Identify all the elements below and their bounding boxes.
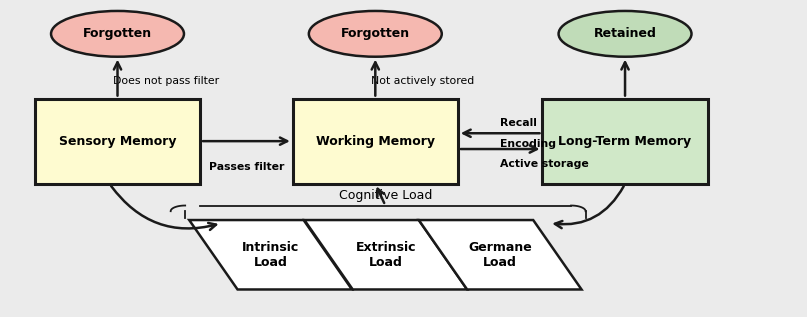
Text: Germane
Load: Germane Load <box>468 241 532 269</box>
FancyBboxPatch shape <box>35 99 200 184</box>
Text: Recall: Recall <box>500 118 537 128</box>
Ellipse shape <box>51 11 184 57</box>
Text: Cognitive Load: Cognitive Load <box>339 189 432 202</box>
Text: Not actively stored: Not actively stored <box>371 76 475 86</box>
Ellipse shape <box>309 11 441 57</box>
Text: Retained: Retained <box>594 27 656 40</box>
Polygon shape <box>304 220 467 289</box>
Polygon shape <box>419 220 582 289</box>
Polygon shape <box>189 220 352 289</box>
Text: Extrinsic
Load: Extrinsic Load <box>356 241 416 269</box>
FancyBboxPatch shape <box>542 99 708 184</box>
Text: Forgotten: Forgotten <box>83 27 152 40</box>
Text: Does not pass filter: Does not pass filter <box>114 76 220 86</box>
Text: Working Memory: Working Memory <box>316 135 435 148</box>
Text: Passes filter: Passes filter <box>209 162 284 172</box>
FancyBboxPatch shape <box>293 99 458 184</box>
Text: Encoding: Encoding <box>500 139 556 149</box>
Text: Intrinsic
Load: Intrinsic Load <box>242 241 299 269</box>
Text: Active storage: Active storage <box>500 159 589 169</box>
Text: Forgotten: Forgotten <box>341 27 410 40</box>
Text: Long-Term Memory: Long-Term Memory <box>558 135 692 148</box>
Text: Sensory Memory: Sensory Memory <box>59 135 176 148</box>
Ellipse shape <box>558 11 692 57</box>
